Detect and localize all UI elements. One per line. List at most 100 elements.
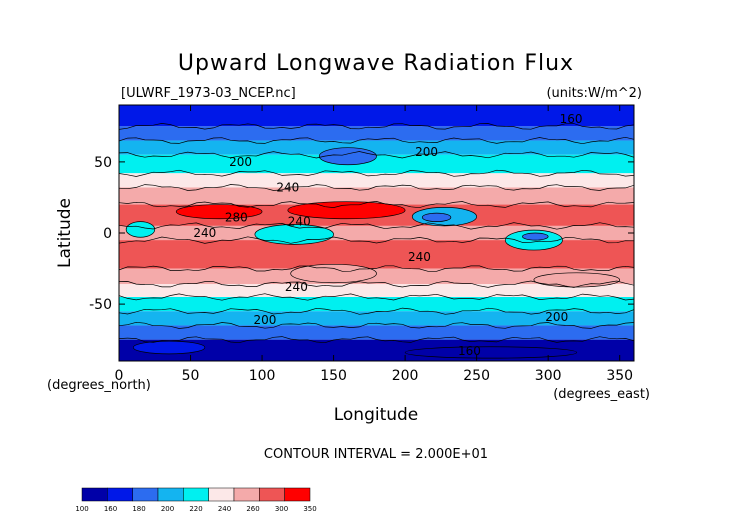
x-axis-title: Longitude — [334, 405, 419, 425]
x-tick-label-350: 350 — [606, 368, 633, 384]
field-band-0 — [119, 105, 634, 127]
contour-line-8 — [119, 236, 634, 244]
contour-lines — [119, 123, 634, 344]
x-tick-label-150: 150 — [320, 368, 347, 384]
contour-label-text: 240 — [193, 226, 216, 240]
contour-line-9 — [119, 265, 634, 272]
contour-label-text: 200 — [229, 155, 252, 169]
field-band-13 — [119, 325, 634, 340]
field-patch-8 — [290, 263, 377, 284]
contour-label-2: 200 — [415, 145, 438, 159]
contour-label-0: 160 — [560, 112, 583, 126]
field-patch-7 — [522, 232, 549, 241]
contour-label-8: 240 — [285, 280, 308, 294]
colorbar-swatch-6 — [233, 487, 260, 502]
field-patch-0 — [175, 204, 263, 220]
contour-line-2 — [119, 136, 634, 145]
colorbar-label-100: 100 — [75, 505, 88, 513]
x-tick-label-50: 50 — [182, 368, 200, 384]
field-band-11 — [119, 297, 634, 312]
field-band-10 — [119, 284, 634, 297]
contour-line-10 — [119, 280, 634, 288]
contour-label-text: 240 — [285, 280, 308, 294]
field-band-5 — [119, 187, 634, 205]
field-patch-12 — [404, 346, 578, 359]
contour-label-text: 240 — [288, 215, 311, 229]
field-patch-5 — [421, 212, 452, 222]
contour-label-11: 160 — [458, 344, 481, 358]
colorbar-swatch-5 — [208, 487, 235, 502]
contour-line-11 — [119, 293, 634, 301]
field-patch-1 — [287, 201, 406, 220]
contour-label-9: 200 — [253, 313, 276, 327]
colorbar-label-300: 300 — [275, 505, 288, 513]
colorbar-swatch-7 — [259, 487, 285, 502]
x-tick-label-250: 250 — [463, 368, 490, 384]
y-tick-label-0: 0 — [103, 226, 112, 242]
y-axis-title: Latitude — [55, 198, 75, 268]
field-band-9 — [119, 268, 634, 285]
field-patch-10 — [318, 147, 377, 166]
colorbar-label-260: 260 — [246, 505, 259, 513]
field-band-3 — [119, 154, 634, 174]
contour-label-7: 240 — [408, 250, 431, 264]
contour-label-text: 160 — [458, 344, 481, 358]
contour-line-4 — [119, 169, 634, 177]
contour-label-3: 240 — [276, 180, 299, 194]
colorbar-swatch-1 — [107, 487, 133, 502]
colorbar-swatch-3 — [157, 487, 184, 502]
contour-label-6: 240 — [193, 226, 216, 240]
field-band-12 — [119, 311, 634, 326]
x-tick-label-100: 100 — [249, 368, 276, 384]
colorbar-swatch-0 — [81, 487, 108, 502]
contour-label-1: 200 — [229, 155, 252, 169]
contour-line-6 — [119, 201, 634, 209]
field-patches — [125, 147, 621, 359]
contour-line-3 — [119, 151, 634, 159]
contour-label-text: 280 — [225, 210, 248, 224]
x-axis-ticks: 0 50 100 150 200 250 300 350 — [115, 105, 633, 384]
chart-title: Upward Longwave Radiation Flux — [178, 51, 574, 76]
field-patch-11 — [132, 340, 206, 355]
contour-interval: CONTOUR INTERVAL = 2.000E+01 — [264, 447, 488, 462]
field-band-2 — [119, 140, 634, 155]
contour-line-13 — [119, 321, 634, 329]
colorbar-label-200: 200 — [161, 505, 174, 513]
contour-label-text: 240 — [408, 250, 431, 264]
colorbar-swatch-2 — [132, 487, 159, 502]
file-label: [ULWRF_1973-03_NCEP.nc] — [121, 86, 296, 101]
colorbar-label-220: 220 — [189, 505, 202, 513]
contour-line-12 — [119, 307, 634, 315]
colorbar-swatch-8 — [284, 487, 311, 502]
colorbar: 100 160 180 200 220 240 260 300 350 — [75, 487, 317, 513]
field-band-4 — [119, 173, 634, 188]
contour-label-5: 240 — [288, 215, 311, 229]
colorbar-label-240: 240 — [218, 505, 231, 513]
contour-line-5 — [119, 184, 634, 191]
contour-line-7 — [119, 222, 634, 230]
x-tick-label-300: 300 — [535, 368, 562, 384]
contour-label-text: 200 — [545, 310, 568, 324]
y-tick-label-50: 50 — [94, 155, 112, 171]
contour-label-text: 200 — [415, 145, 438, 159]
colorbar-label-160: 160 — [104, 505, 117, 513]
units-label: (units:W/m^2) — [546, 86, 642, 101]
contour-label-4: 280 — [225, 210, 248, 224]
y-tick-label--50: -50 — [89, 297, 112, 313]
field-patch-9 — [533, 272, 621, 288]
y-axis-ticks: -50 0 50 — [89, 155, 634, 313]
contour-line-1 — [119, 123, 634, 130]
colorbar-swatch-4 — [183, 487, 209, 502]
colorbar-label-350: 350 — [303, 505, 316, 513]
contour-line-14 — [119, 336, 634, 344]
contour-labels: 160 200 200 240 280 240 240 240 240 200 200 160 — [193, 112, 582, 358]
x-tick-label-0: 0 — [115, 368, 124, 384]
x-tick-label-200: 200 — [392, 368, 419, 384]
field-patch-2 — [125, 221, 156, 238]
x-unit-label: (degrees_east) — [553, 387, 650, 402]
field-band-1 — [119, 126, 634, 141]
contour-label-text: 160 — [560, 112, 583, 126]
contour-label-text: 200 — [253, 313, 276, 327]
contour-label-10: 200 — [545, 310, 568, 324]
